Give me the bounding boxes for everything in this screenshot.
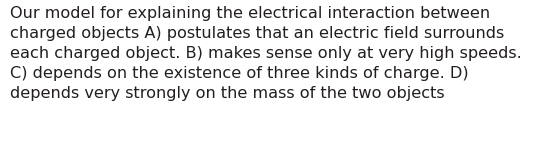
Text: Our model for explaining the electrical interaction between
charged objects A) p: Our model for explaining the electrical … bbox=[10, 6, 522, 101]
